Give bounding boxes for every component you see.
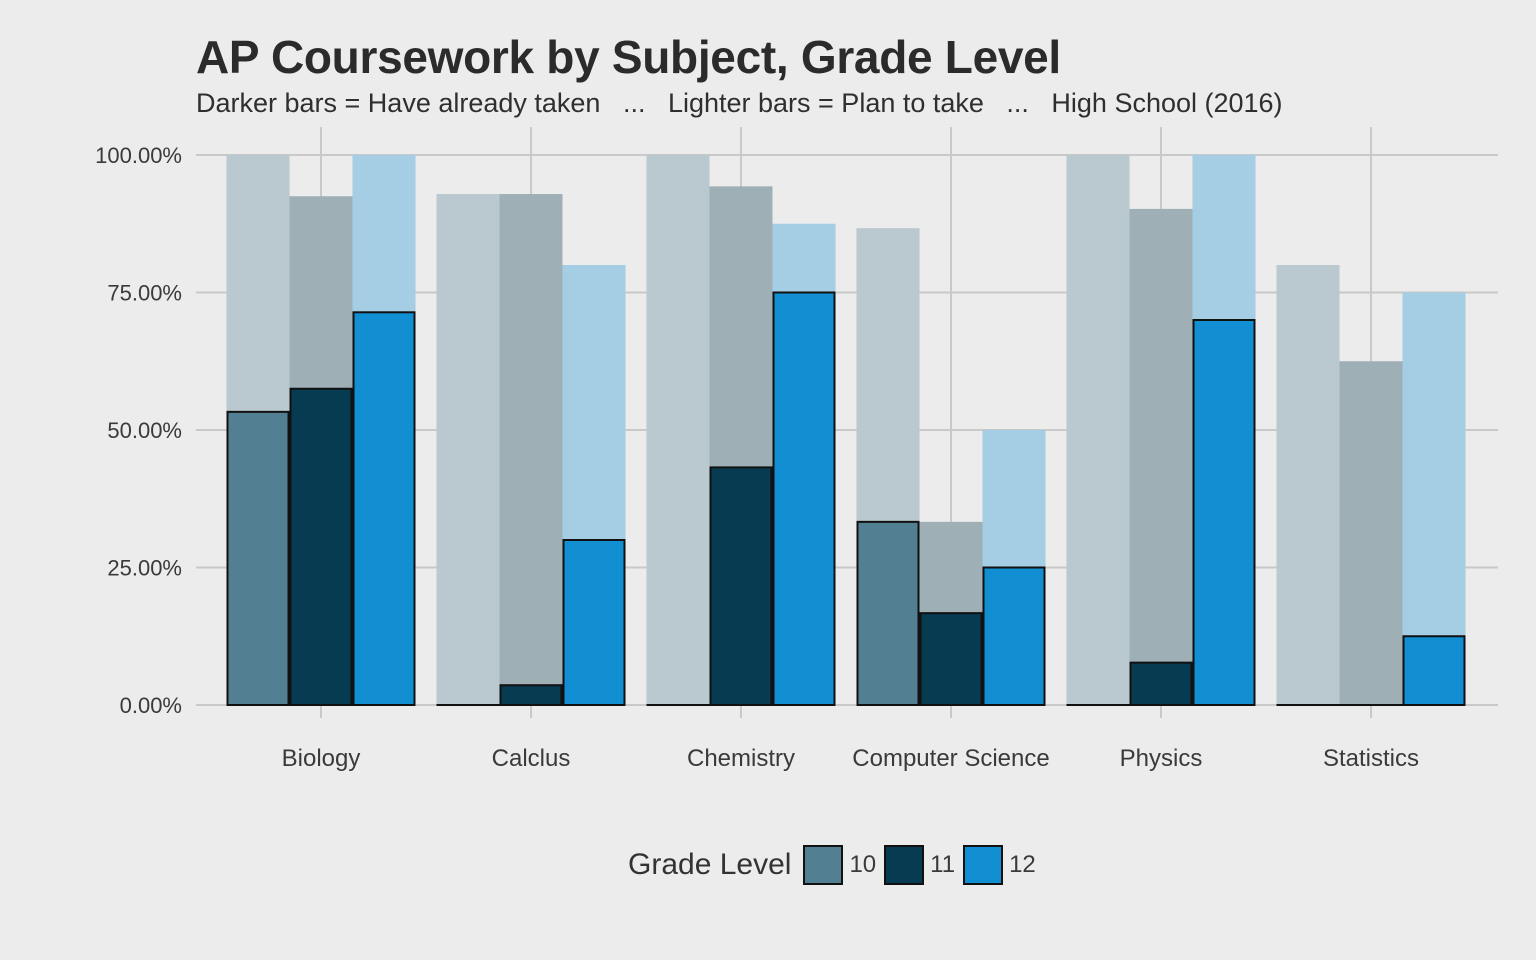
taken-bar-statistics-12 — [1402, 635, 1466, 706]
plan-bar-calclus-10 — [436, 194, 500, 706]
y-axis-ticks: 0.00% 25.00% 50.00% 75.00% 100.00% — [95, 143, 182, 718]
legend-label-10: 10 — [849, 851, 877, 878]
y-tick-label: 50.00% — [107, 418, 182, 443]
x-tick-label: Physics — [1120, 745, 1203, 772]
legend-label-11: 11 — [930, 851, 956, 878]
x-tick-label: Chemistry — [687, 745, 795, 772]
y-tick-label: 25.00% — [107, 556, 182, 581]
legend-swatch-10 — [803, 845, 844, 885]
plan-bar-statistics-10 — [1276, 265, 1340, 705]
legend-swatch-11 — [884, 845, 925, 885]
legend-label-12: 12 — [1009, 851, 1036, 878]
taken-bar-computer-science-11 — [919, 612, 983, 707]
taken-bars — [226, 291, 1466, 707]
y-tick-label: 100.00% — [95, 143, 182, 168]
taken-bar-computer-science-12 — [982, 566, 1046, 706]
chart-title: AP Coursework by Subject, Grade Level — [196, 31, 1061, 83]
x-tick-label: Biology — [282, 745, 361, 772]
legend-item-11: 11 — [884, 845, 955, 885]
chart-subtitle: Darker bars = Have already taken ... Lig… — [196, 88, 1283, 118]
taken-bar-chemistry-12 — [772, 291, 836, 706]
taken-bar-chemistry-11 — [709, 466, 773, 706]
taken-bar-physics-12 — [1192, 319, 1256, 706]
plan-bar-physics-10 — [1066, 155, 1130, 705]
y-tick-label: 0.00% — [120, 693, 182, 718]
plot-area: 0.00% 25.00% 50.00% 75.00% 100.00% Biology Ca… — [95, 127, 1498, 772]
taken-bar-calclus-11 — [499, 684, 563, 707]
x-axis-ticks: Biology Calclus Chemistry Computer Science P… — [282, 745, 1419, 772]
x-tick-label: Calclus — [492, 745, 571, 772]
taken-bar-biology-12 — [352, 311, 416, 706]
taken-bar-computer-science-10 — [856, 520, 920, 706]
plan-bar-chemistry-10 — [646, 155, 710, 705]
plan-bar-statistics-11 — [1339, 361, 1403, 705]
plan-bar-physics-11 — [1129, 208, 1193, 705]
x-tick-label: Statistics — [1323, 745, 1419, 772]
legend: Grade Level 10 11 12 — [628, 842, 1044, 888]
taken-bar-physics-11 — [1129, 661, 1193, 707]
x-tick-label: Computer Science — [852, 745, 1049, 772]
taken-bar-calclus-12 — [562, 539, 626, 706]
legend-item-12: 12 — [963, 845, 1036, 885]
legend-swatch-12 — [963, 845, 1004, 885]
legend-title: Grade Level — [628, 848, 792, 881]
taken-bar-biology-10 — [226, 410, 290, 706]
taken-bar-biology-11 — [289, 387, 353, 706]
legend-item-10: 10 — [803, 845, 876, 885]
plan-bar-calclus-11 — [499, 194, 563, 706]
y-tick-label: 75.00% — [107, 281, 182, 306]
